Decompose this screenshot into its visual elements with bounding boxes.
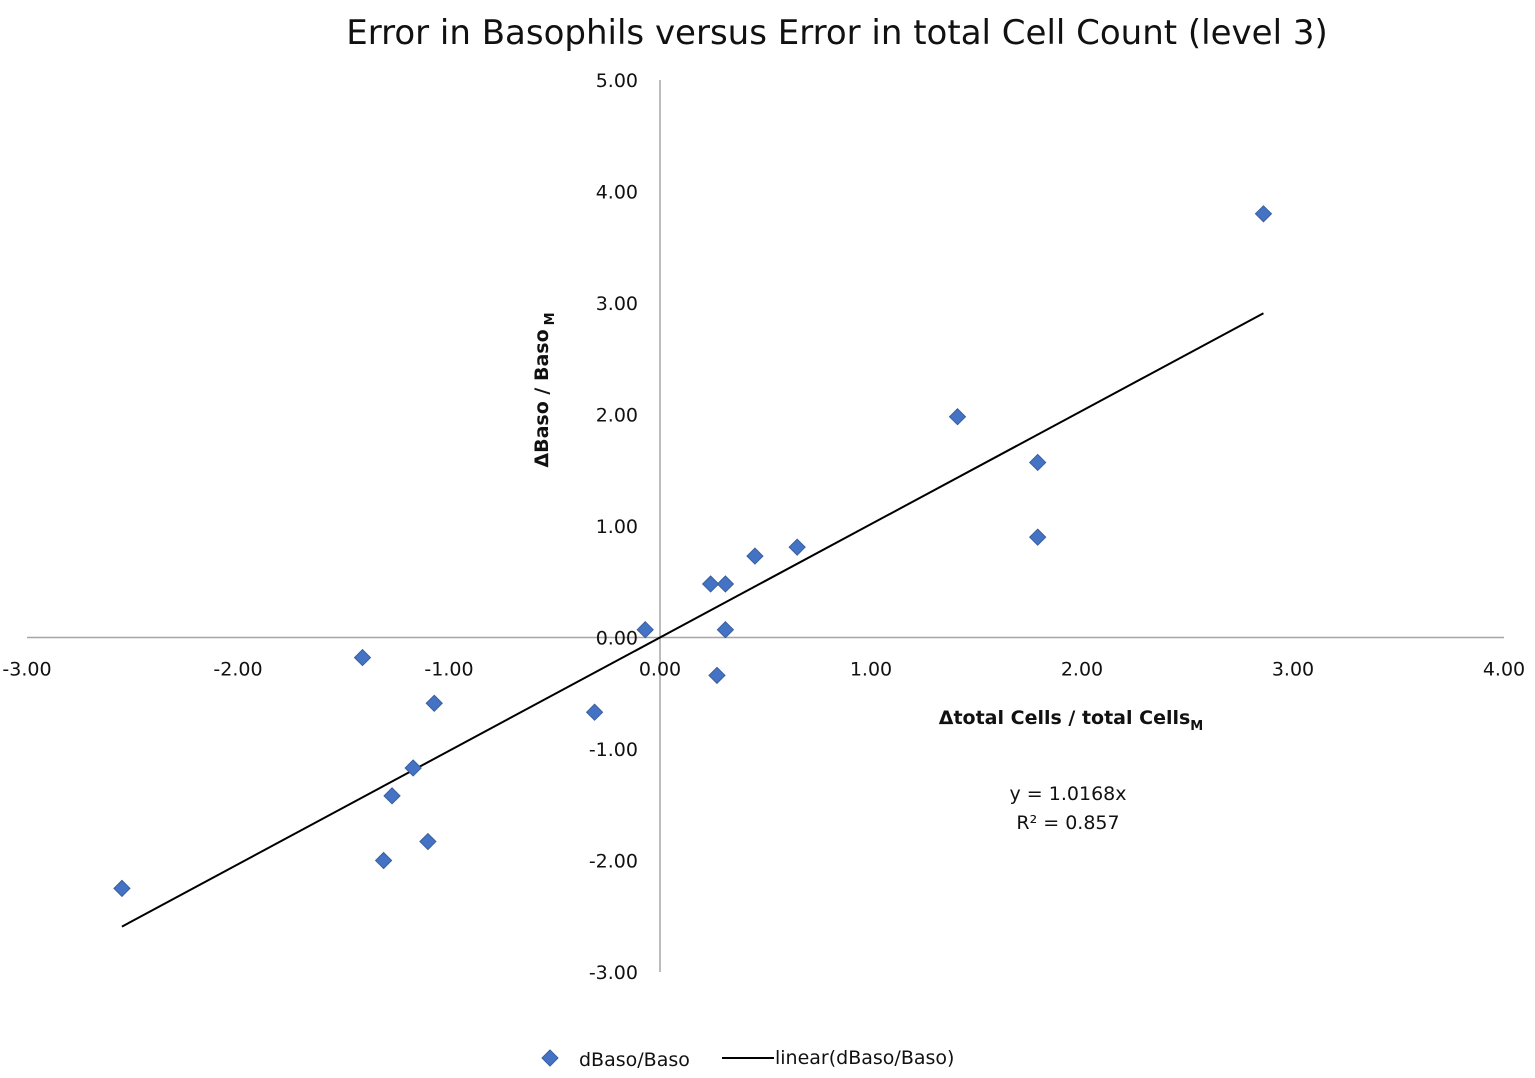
- data-point-diamond: [353, 648, 372, 667]
- legend-label-series: dBaso/Baso: [579, 1049, 690, 1071]
- y-tick-label: 1.00: [596, 516, 638, 538]
- data-point-diamond: [404, 759, 422, 777]
- y-tick-label: -2.00: [589, 851, 638, 873]
- data-point-diamond: [1028, 453, 1047, 472]
- x-axis-ticks: -3.00 -2.00 -1.00 0.00 1.00 2.00 3.00 4.00: [2, 659, 1525, 681]
- x-tick-label: 2.00: [1061, 659, 1103, 681]
- data-point-diamond: [383, 787, 401, 805]
- y-tick-label: -1.00: [589, 739, 638, 761]
- y-tick-label: 4.00: [596, 182, 638, 204]
- data-point-diamond: [708, 666, 726, 685]
- x-tick-label: -3.00: [2, 659, 51, 681]
- y-axis-label-main: ΔBaso / Baso: [531, 329, 553, 467]
- x-tick-label: -1.00: [424, 659, 473, 681]
- data-point-diamond: [636, 620, 654, 639]
- x-axis-label: Δtotal Cells / total CellsM: [939, 707, 1203, 734]
- y-tick-label: 3.00: [596, 293, 638, 315]
- y-tick-label: 2.00: [596, 405, 638, 427]
- y-axis-label-subscript: M: [543, 312, 558, 325]
- axes: [27, 80, 1504, 972]
- data-point-diamond: [716, 620, 735, 639]
- data-point-diamond: [425, 694, 443, 712]
- trendline-equation: y = 1.0168x: [1010, 783, 1127, 805]
- legend: dBaso/Baso linear(dBaso/Baso): [541, 1047, 954, 1071]
- data-point-diamond: [746, 547, 764, 565]
- y-tick-label: -3.00: [589, 962, 638, 984]
- legend-marker-diamond: [541, 1049, 559, 1067]
- x-axis-label-main: Δtotal Cells / total Cells: [939, 707, 1191, 729]
- y-tick-label: 0.00: [596, 628, 638, 650]
- y-axis-label: ΔBaso / Baso M: [531, 312, 558, 467]
- data-point-diamond: [701, 575, 720, 593]
- trendline-r-squared: R² = 0.857: [1016, 812, 1119, 834]
- data-point-diamond: [716, 575, 735, 593]
- data-point-diamond: [585, 703, 604, 721]
- x-tick-label: 4.00: [1483, 659, 1525, 681]
- x-tick-label: 0.00: [639, 659, 681, 681]
- y-axis-ticks: -3.00 -2.00 -1.00 0.00 1.00 2.00 3.00 4.00 5.00: [589, 70, 638, 984]
- data-points: [113, 205, 1273, 898]
- trendline: [121, 312, 1264, 928]
- y-tick-label: 5.00: [596, 70, 638, 92]
- data-point-diamond: [1028, 528, 1047, 546]
- data-point-diamond: [113, 879, 131, 898]
- x-axis-label-subscript: M: [1190, 719, 1203, 734]
- legend-label-trendline: linear(dBaso/Baso): [775, 1047, 954, 1069]
- data-point-diamond: [788, 538, 806, 556]
- x-tick-label: 3.00: [1272, 659, 1314, 681]
- x-tick-label: -2.00: [213, 659, 262, 681]
- data-point-diamond: [374, 851, 393, 870]
- data-point-diamond: [948, 408, 967, 426]
- chart-title: Error in Basophils versus Error in total…: [346, 13, 1328, 53]
- data-point-diamond: [419, 832, 437, 851]
- x-tick-label: 1.00: [850, 659, 892, 681]
- data-point-diamond: [1254, 205, 1273, 223]
